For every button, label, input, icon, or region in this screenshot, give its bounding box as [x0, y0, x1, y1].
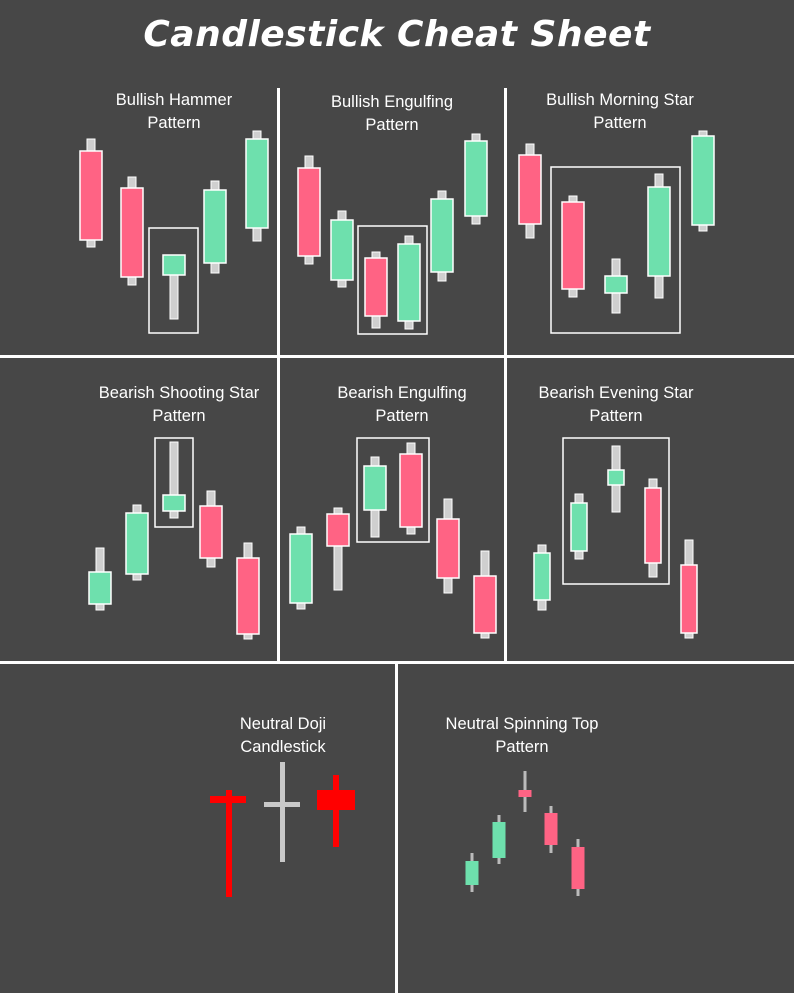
divider-row1-col1: [277, 88, 280, 356]
morning-star-candle-5-body: [691, 135, 715, 226]
shooting-star-candle-1-body: [88, 571, 112, 605]
panel-title-bullish-hammer: Bullish Hammer Pattern: [94, 89, 254, 135]
panel-title-bearish-evening-star: Bearish Evening Star Pattern: [526, 382, 706, 428]
evening-star-candle-3-body: [607, 469, 625, 486]
spinning-top-candle-3-body: [518, 790, 532, 797]
spinning-top-candle-5-body: [571, 847, 585, 889]
panel-title-line2: Pattern: [495, 738, 549, 756]
engulf-bull-highlight-box: [357, 225, 428, 335]
engulf-bull-candle-4-body: [397, 243, 421, 322]
engulf-bear-candle-4-body: [399, 453, 423, 528]
engulf-bull-candle-1-body: [297, 167, 321, 257]
morning-star-candle-2-body: [561, 201, 585, 290]
evening-star-candle-4-body: [644, 487, 662, 564]
engulf-bear-candle-3-body: [363, 465, 387, 511]
panel-title-line1: Neutral Spinning Top: [445, 715, 599, 733]
panel-title-line1: Bearish Shooting Star: [98, 384, 260, 402]
hammer-highlight-box: [148, 227, 199, 334]
engulf-bear-candle-5-body: [436, 518, 460, 579]
panel-title-line1: Neutral Doji: [239, 715, 327, 733]
divider-row3: [395, 664, 398, 993]
morning-star-highlight-box: [550, 166, 681, 334]
engulf-bear-candle-1-body: [289, 533, 313, 604]
panel-title-neutral-spinning-top: Neutral Spinning Top Pattern: [427, 713, 617, 759]
shooting-star-candle-3-body: [162, 494, 186, 512]
doji-2-wick: [280, 762, 285, 862]
evening-star-candle-5-body: [680, 564, 698, 634]
morning-star-candle-4-body: [647, 186, 671, 277]
doji-3-wick: [333, 775, 339, 847]
sheet-title: Candlestick Cheat Sheet: [143, 14, 651, 55]
panel-title-neutral-doji: Neutral Doji Candlestick: [213, 713, 353, 759]
hammer-candle-5-body: [245, 138, 269, 229]
engulf-bull-candle-5-body: [430, 198, 454, 273]
spinning-top-candle-1-body: [465, 861, 479, 885]
shooting-star-highlight-box: [154, 437, 194, 528]
panel-title-line1: Bullish Hammer: [115, 91, 233, 109]
panel-title-line2: Pattern: [589, 407, 643, 425]
panel-title-bearish-engulfing: Bearish Engulfing Pattern: [317, 382, 487, 428]
spinning-top-candle-4-body: [544, 813, 558, 845]
doji-1-wick: [226, 790, 232, 897]
evening-star-candle-2-body: [570, 502, 588, 552]
panel-title-bearish-shooting-star: Bearish Shooting Star Pattern: [84, 382, 274, 428]
engulf-bull-candle-2-body: [330, 219, 354, 281]
engulf-bull-candle-6-body: [464, 140, 488, 217]
panel-title-line1: Bullish Morning Star: [546, 91, 694, 109]
hammer-candle-1-body: [79, 150, 103, 241]
engulf-bear-candle-2-body: [326, 513, 350, 547]
panel-title-line2: Pattern: [375, 407, 429, 425]
hammer-candle-4-body: [203, 189, 227, 264]
morning-star-candle-1-body: [518, 154, 542, 225]
divider-horizontal-2: [0, 661, 794, 664]
hammer-candle-2-body: [120, 187, 144, 278]
morning-star-candle-3-body: [604, 275, 628, 294]
panel-title-line1: Bullish Engulfing: [331, 93, 453, 111]
panel-title-line1: Bearish Evening Star: [538, 384, 694, 402]
shooting-star-candle-5-body: [236, 557, 260, 635]
engulf-bear-candle-2-wick: [333, 507, 343, 591]
panel-title-bullish-engulfing: Bullish Engulfing Pattern: [312, 91, 472, 137]
engulf-bear-candle-6-body: [473, 575, 497, 634]
panel-title-line2: Pattern: [365, 116, 419, 134]
engulf-bear-highlight-box: [356, 437, 430, 543]
divider-row2-col1: [277, 358, 280, 662]
panel-title-line2: Pattern: [593, 114, 647, 132]
spinning-top-candle-2-body: [492, 822, 506, 858]
shooting-star-candle-3-wick: [169, 441, 179, 519]
panel-title-line2: Pattern: [152, 407, 206, 425]
panel-title-line2: Pattern: [147, 114, 201, 132]
doji-3-body: [317, 790, 355, 810]
divider-horizontal-1: [0, 355, 794, 358]
shooting-star-candle-2-body: [125, 512, 149, 575]
evening-star-highlight-box: [562, 437, 670, 585]
panel-title-line1: Bearish Engulfing: [337, 384, 467, 402]
panel-title-bullish-morning-star: Bullish Morning Star Pattern: [530, 89, 710, 135]
shooting-star-candle-4-body: [199, 505, 223, 559]
evening-star-candle-1-body: [533, 552, 551, 601]
divider-row2-col2: [504, 358, 507, 662]
panel-title-line2: Candlestick: [240, 738, 326, 756]
doji-1-body: [210, 796, 246, 803]
doji-2-body: [264, 802, 300, 807]
engulf-bull-candle-3-body: [364, 257, 388, 317]
divider-row1-col2: [504, 88, 507, 356]
hammer-candle-3-body: [162, 254, 186, 276]
